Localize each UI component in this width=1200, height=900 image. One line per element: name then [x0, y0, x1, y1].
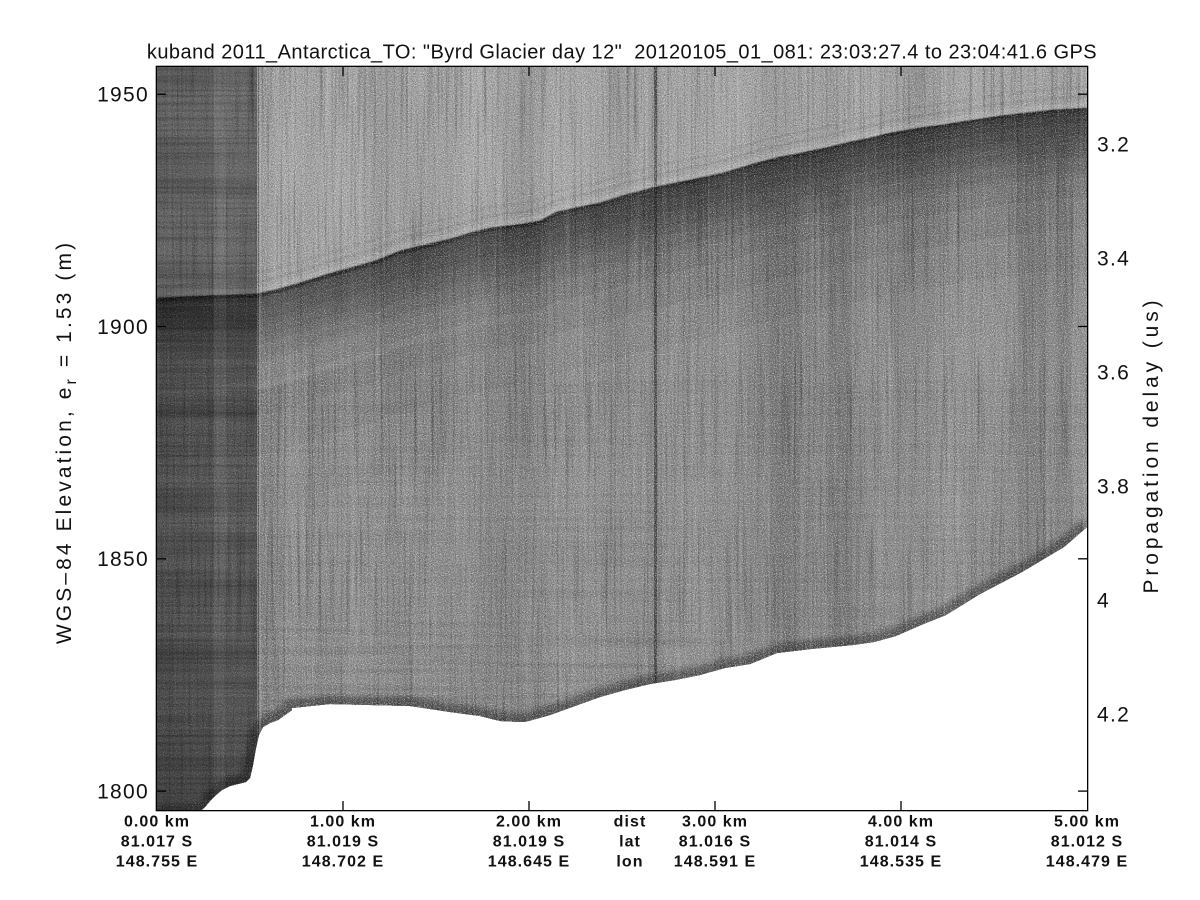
svg-text:3.8: 3.8: [1097, 475, 1130, 498]
svg-text:3.6: 3.6: [1097, 361, 1130, 384]
svg-text:0.00 km: 0.00 km: [124, 813, 190, 830]
svg-text:3.00 km: 3.00 km: [682, 813, 748, 830]
svg-text:148.702 E: 148.702 E: [302, 853, 384, 870]
svg-text:148.479 E: 148.479 E: [1046, 853, 1128, 870]
svg-text:4.00 km: 4.00 km: [868, 813, 934, 830]
svg-text:4.2: 4.2: [1097, 703, 1130, 726]
svg-text:81.019 S: 81.019 S: [307, 833, 379, 850]
svg-text:1850: 1850: [97, 548, 149, 571]
svg-text:WGS–84 Elevation, er = 1.53 (m: WGS–84 Elevation, er = 1.53 (m): [53, 240, 80, 644]
svg-text:1950: 1950: [97, 84, 149, 107]
svg-text:3.2: 3.2: [1097, 133, 1130, 156]
svg-text:lon: lon: [616, 853, 643, 870]
svg-text:dist: dist: [614, 813, 647, 830]
svg-text:148.535 E: 148.535 E: [860, 853, 942, 870]
svg-text:Propagation delay (us): Propagation delay (us): [1140, 296, 1163, 593]
svg-text:kuband 2011_Antarctica_TO: "By: kuband 2011_Antarctica_TO: "Byrd Glacier…: [147, 42, 1097, 64]
svg-text:5.00 km: 5.00 km: [1054, 813, 1120, 830]
svg-text:1800: 1800: [97, 781, 149, 804]
svg-text:81.016 S: 81.016 S: [679, 833, 751, 850]
svg-text:1.00 km: 1.00 km: [310, 813, 376, 830]
svg-text:81.019 S: 81.019 S: [493, 833, 565, 850]
svg-text:2.00 km: 2.00 km: [496, 813, 562, 830]
svg-text:148.591 E: 148.591 E: [674, 853, 756, 870]
svg-text:81.014 S: 81.014 S: [865, 833, 937, 850]
svg-text:3.4: 3.4: [1097, 247, 1130, 270]
svg-text:148.755 E: 148.755 E: [116, 853, 198, 870]
svg-text:81.012 S: 81.012 S: [1051, 833, 1123, 850]
svg-text:148.645 E: 148.645 E: [488, 853, 570, 870]
svg-text:1900: 1900: [97, 316, 149, 339]
svg-text:lat: lat: [619, 833, 641, 850]
svg-text:4: 4: [1097, 589, 1110, 612]
svg-text:81.017 S: 81.017 S: [121, 833, 193, 850]
